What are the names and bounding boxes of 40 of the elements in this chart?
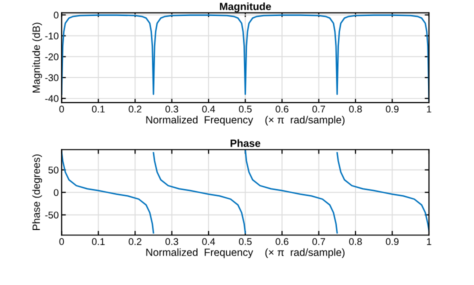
x-tick-label: 1 <box>427 106 432 112</box>
x-tick-label: 0.6 <box>276 106 288 113</box>
x-tick-label: 0 <box>59 106 64 113</box>
x-tick-label: 1 <box>427 238 432 245</box>
y-axis-title: Phase (degrees) <box>32 154 42 230</box>
line-series <box>336 152 429 232</box>
x-tick-label: 0.8 <box>349 106 362 113</box>
y-axis-title: Magnitude (dB) <box>32 22 42 92</box>
y-tick-label: -20 <box>45 53 58 60</box>
x-tick-label: 0.2 <box>128 238 142 246</box>
x-tick-label: 0.7 <box>312 238 326 246</box>
line-series <box>244 150 338 234</box>
y-tick-label: -10 <box>45 32 58 40</box>
y-tick-label: -50 <box>45 212 58 218</box>
chart-title: Magnitude <box>220 2 271 12</box>
x-tick-label: 0.4 <box>202 106 216 113</box>
x-axis-title: Normalized Frequency (× π rad/sample) <box>146 116 344 126</box>
y-tick-label: 0 <box>54 189 58 196</box>
x-tick-label: 0.1 <box>92 106 105 113</box>
y-tick-label: 50 <box>48 166 58 174</box>
x-tick-label: 0.3 <box>165 106 178 113</box>
x-tick-label: 0.1 <box>92 238 105 246</box>
x-tick-label: 0.4 <box>202 238 216 246</box>
chart-title: Phase <box>230 139 260 147</box>
x-tick-label: 0.5 <box>238 106 252 113</box>
line-series <box>62 14 429 102</box>
x-tick-label: 0 <box>59 238 64 246</box>
x-tick-label: 0.9 <box>386 238 399 246</box>
x-tick-label: 0.8 <box>349 238 362 246</box>
line-series <box>152 152 246 234</box>
x-tick-label: 0.3 <box>165 238 178 246</box>
y-tick-label: -30 <box>45 74 58 82</box>
y-tick-label: 0 <box>54 12 58 19</box>
x-tick-label: 0.7 <box>312 106 326 113</box>
x-tick-label: 0.6 <box>276 238 288 246</box>
x-axis-title: Normalized Frequency (× π rad/sample) <box>146 248 344 258</box>
x-tick-label: 0.5 <box>238 238 252 246</box>
x-tick-label: 0.2 <box>128 106 142 113</box>
y-tick-label: -40 <box>45 95 58 102</box>
x-tick-label: 0.9 <box>386 106 399 113</box>
